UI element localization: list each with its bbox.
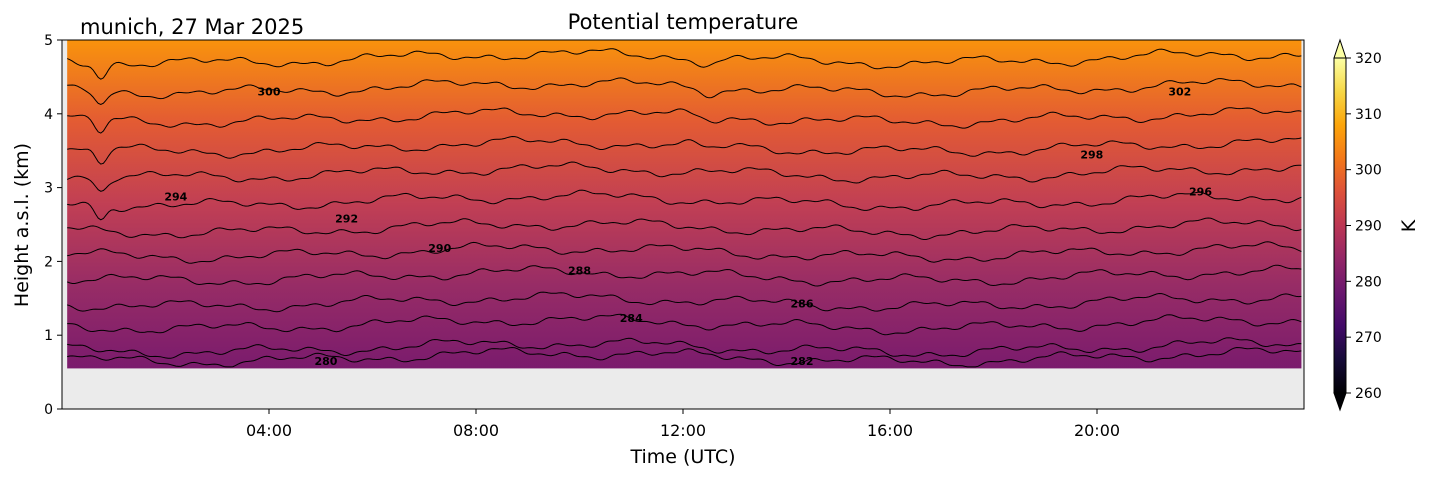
colorbar-tick-label: 320 [1355,51,1382,67]
y-axis-label: Height a.s.l. (km) [11,143,33,307]
contour-label: 288 [568,264,591,277]
contour-label: 302 [1168,86,1191,99]
contour-label: 296 [1189,185,1212,198]
contour-line [67,313,1302,336]
contour-line [67,135,1302,165]
colorbar-tick-label: 310 [1355,107,1382,123]
chart-subtitle: munich, 27 Mar 2025 [80,15,304,39]
contour-line [67,217,1302,240]
contour-lines [67,48,1302,368]
colorbar-extend-top [1333,38,1347,59]
data-field [67,40,1302,369]
x-axis-label: Time (UTC) [629,446,735,468]
contour-label: 280 [314,355,337,368]
contour-line [67,189,1302,221]
contour-line [67,291,1302,313]
y-tick-label: 0 [44,402,53,418]
colorbar-tick-label: 260 [1355,386,1382,402]
contour-label: 282 [791,355,814,368]
y-tick-label: 1 [44,328,53,344]
contour-label: 294 [164,190,187,203]
colorbar: 260 270 280 290 300 310 320 K [1333,38,1420,412]
y-tick-label: 3 [44,181,53,197]
contour-line [67,107,1302,134]
x-tick-label: 04:00 [246,421,292,440]
x-tick-label: 20:00 [1074,421,1120,440]
contour-label: 290 [428,242,451,255]
contour-label: 286 [791,297,814,310]
x-tick-label: 12:00 [660,421,706,440]
contour-label: 300 [258,86,281,99]
contour-line [67,48,1302,80]
contour-labels: 300 302 298 294 296 292 290 288 286 284 282 280 [164,86,1212,368]
colorbar-label: K [1398,219,1420,232]
contour-label: 284 [620,312,643,325]
colorbar-tick-label: 290 [1355,219,1382,235]
x-axis-ticks: 04:00 08:00 12:00 16:00 20:00 [246,409,1120,440]
contour-line [67,346,1302,368]
colorbar-bar [1333,57,1347,394]
contour-label: 292 [335,213,358,226]
colorbar-tick-label: 270 [1355,330,1382,346]
contour-line [67,241,1302,264]
y-tick-label: 4 [44,107,53,123]
y-axis-ticks: 0 1 2 3 4 5 [44,33,62,418]
x-tick-label: 08:00 [453,421,499,440]
chart-title: Potential temperature [568,10,799,34]
colorbar-extend-bottom [1333,392,1347,412]
colorbar-tick-label: 280 [1355,274,1382,290]
y-tick-label: 5 [44,33,53,49]
colorbar-ticks: 260 270 280 290 300 310 320 [1346,51,1382,402]
contour-line [67,264,1302,287]
contour-line [67,77,1302,106]
colorbar-tick-label: 300 [1355,163,1382,179]
contour-line [67,337,1302,359]
contour-line [67,161,1302,192]
y-tick-label: 2 [44,254,53,270]
x-tick-label: 16:00 [867,421,913,440]
contour-label: 298 [1080,148,1103,161]
